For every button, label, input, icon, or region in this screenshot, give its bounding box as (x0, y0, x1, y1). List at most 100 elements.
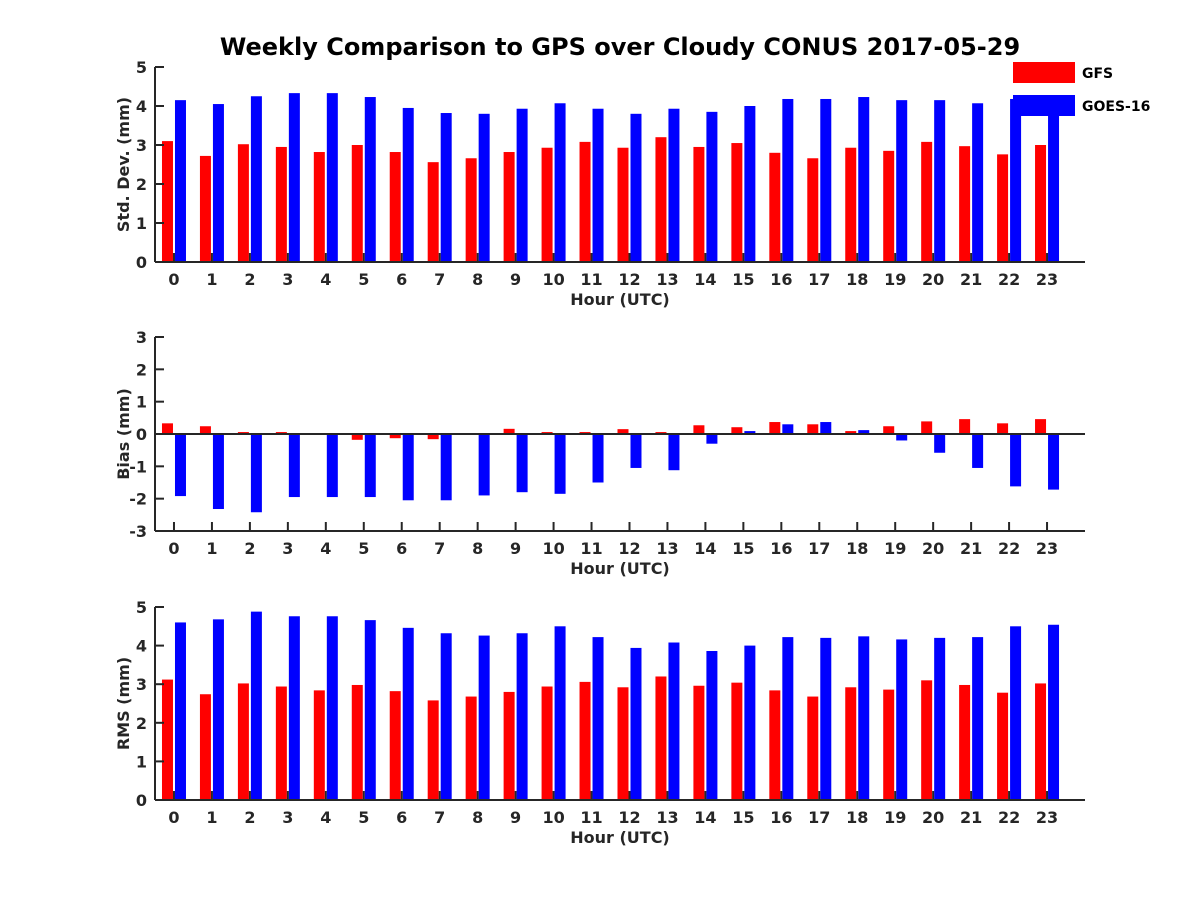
bar-goes-16-hour-8 (478, 434, 490, 496)
bar-goes-16-hour-9 (516, 633, 528, 800)
bar-goes-16-hour-15 (744, 431, 756, 434)
x-tick-label: 19 (884, 808, 906, 827)
bar-goes-16-hour-7 (440, 434, 452, 501)
y-tick-label: -3 (129, 522, 147, 541)
bar-gfs-hour-13 (655, 676, 667, 800)
bar-gfs-hour-1 (199, 155, 211, 262)
x-tick-label: 8 (472, 808, 483, 827)
bar-goes-16-hour-13 (668, 642, 680, 800)
bar-gfs-hour-20 (921, 680, 933, 800)
bar-goes-16-hour-19 (896, 100, 908, 263)
y-tick-label: 4 (136, 97, 147, 116)
y-tick-label: 0 (136, 425, 147, 444)
bar-goes-16-hour-20 (934, 100, 946, 263)
x-tick-label: 0 (168, 539, 179, 558)
y-tick-label: 5 (136, 58, 147, 77)
bar-gfs-hour-22 (997, 154, 1009, 262)
bar-gfs-hour-14 (693, 685, 705, 800)
bar-gfs-hour-6 (389, 152, 401, 262)
bar-goes-16-hour-8 (478, 635, 490, 800)
bar-gfs-hour-18 (845, 687, 857, 800)
bar-goes-16-hour-21 (972, 434, 984, 468)
bar-goes-16-hour-19 (896, 639, 908, 800)
x-tick-label: 12 (618, 808, 640, 827)
bar-goes-16-hour-18 (858, 430, 870, 434)
y-tick-label: 2 (136, 360, 147, 379)
x-tick-label: 7 (434, 270, 445, 289)
bar-goes-16-hour-1 (212, 104, 224, 262)
bar-gfs-hour-19 (883, 150, 895, 262)
bar-gfs-hour-20 (921, 141, 933, 262)
x-tick-label: 5 (358, 270, 369, 289)
x-tick-label: 10 (542, 270, 564, 289)
y-tick-label: 3 (136, 328, 147, 347)
bar-goes-16-hour-11 (592, 434, 604, 483)
bar-gfs-hour-12 (617, 429, 629, 434)
bar-goes-16-hour-2 (250, 611, 262, 800)
x-tick-label: 20 (922, 539, 944, 558)
bar-gfs-hour-1 (199, 694, 211, 800)
bar-goes-16-hour-3 (288, 93, 300, 262)
bar-gfs-hour-18 (845, 431, 857, 434)
x-tick-label: 1 (206, 808, 217, 827)
bar-gfs-hour-19 (883, 426, 895, 434)
bar-gfs-hour-5 (351, 434, 363, 440)
x-tick-label: 3 (282, 539, 293, 558)
x-tick-label: 6 (396, 270, 407, 289)
legend-label-goes-16: GOES-16 (1082, 99, 1150, 115)
bar-gfs-hour-19 (883, 689, 895, 800)
bar-goes-16-hour-23 (1048, 624, 1060, 800)
bar-goes-16-hour-17 (820, 637, 832, 800)
bar-goes-16-hour-3 (288, 434, 300, 498)
bar-goes-16-hour-7 (440, 633, 452, 800)
x-tick-label: 4 (320, 270, 331, 289)
bar-gfs-hour-10 (541, 147, 553, 262)
bar-goes-16-hour-21 (972, 103, 984, 263)
x-tick-label: 7 (434, 808, 445, 827)
bar-goes-16-hour-11 (592, 108, 604, 262)
y-tick-label: 2 (136, 714, 147, 733)
bar-gfs-hour-14 (693, 146, 705, 262)
x-tick-label: 5 (358, 539, 369, 558)
x-tick-label: 8 (472, 270, 483, 289)
bar-goes-16-hour-15 (744, 106, 756, 262)
bar-goes-16-hour-12 (630, 434, 642, 468)
bar-goes-16-hour-5 (364, 434, 376, 498)
bar-gfs-hour-5 (351, 684, 363, 800)
bar-gfs-hour-2 (237, 683, 249, 800)
bar-goes-16-hour-20 (934, 434, 946, 453)
x-tick-label: 22 (998, 539, 1020, 558)
bar-gfs-hour-11 (579, 681, 591, 800)
x-tick-label: 15 (732, 539, 754, 558)
x-tick-label: 13 (656, 539, 678, 558)
x-tick-label: 4 (320, 808, 331, 827)
bar-gfs-hour-0 (161, 141, 173, 262)
bar-goes-16-hour-23 (1048, 98, 1060, 262)
x-tick-label: 15 (732, 270, 754, 289)
x-tick-label: 12 (618, 270, 640, 289)
bar-gfs-hour-7 (427, 434, 439, 440)
bar-gfs-hour-21 (959, 419, 971, 434)
bar-goes-16-hour-7 (440, 113, 452, 263)
bar-goes-16-hour-10 (554, 626, 566, 800)
bar-gfs-hour-23 (1035, 683, 1047, 800)
bar-gfs-hour-10 (541, 686, 553, 800)
y-axis-label: Std. Dev. (mm) (114, 97, 133, 232)
bar-gfs-hour-16 (769, 152, 781, 262)
bar-goes-16-hour-23 (1048, 434, 1060, 490)
bar-goes-16-hour-16 (782, 98, 794, 262)
y-tick-label: 3 (136, 136, 147, 155)
bar-gfs-hour-20 (921, 421, 933, 434)
x-tick-label: 20 (922, 808, 944, 827)
x-tick-label: 17 (808, 808, 830, 827)
bar-goes-16-hour-14 (706, 111, 718, 262)
bar-gfs-hour-16 (769, 690, 781, 800)
bar-goes-16-hour-22 (1010, 434, 1022, 487)
y-tick-label: 3 (136, 675, 147, 694)
x-tick-label: 0 (168, 808, 179, 827)
bar-goes-16-hour-9 (516, 434, 528, 493)
y-tick-label: 1 (136, 752, 147, 771)
x-tick-label: 22 (998, 270, 1020, 289)
bar-goes-16-hour-21 (972, 637, 984, 800)
